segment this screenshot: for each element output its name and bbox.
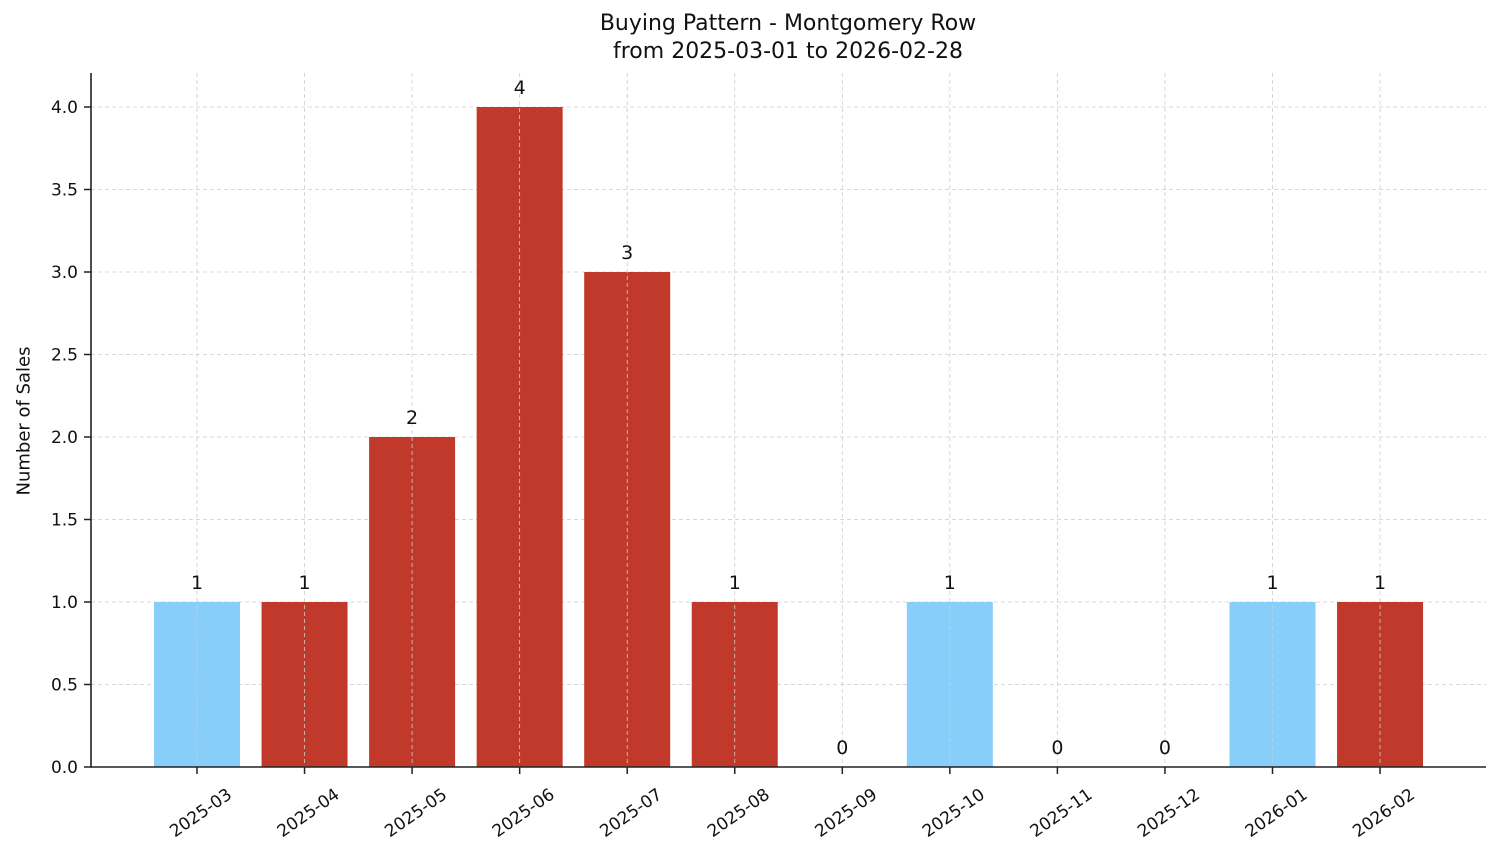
y-tick-label: 0.0 — [51, 758, 78, 778]
bar-value-label: 3 — [621, 242, 633, 264]
vertical-grid-lines — [196, 73, 1381, 767]
x-tick-label: 2025-08 — [704, 785, 774, 842]
chart-subtitle: from 2025-03-01 to 2026-02-28 — [613, 39, 963, 64]
x-tick-label: 2025-07 — [596, 785, 666, 842]
bar-value-label: 1 — [729, 572, 741, 594]
x-tick-label: 2025-12 — [1134, 785, 1204, 842]
bar-value-label: 4 — [514, 77, 526, 99]
bar-value-label: 1 — [1266, 572, 1278, 594]
chart-title: Buying Pattern - Montgomery Row from 202… — [0, 10, 1501, 66]
x-tick-label: 2025-10 — [919, 785, 989, 842]
y-tick-label: 4.0 — [51, 98, 78, 118]
x-tick-label: 2025-06 — [489, 785, 559, 842]
x-tick-label: 2025-09 — [812, 785, 882, 842]
y-tick-label: 1.5 — [51, 511, 78, 531]
bar-value-label: 0 — [1159, 737, 1171, 759]
x-tick-label: 2025-05 — [381, 785, 451, 842]
bar-value-label: 0 — [1051, 737, 1063, 759]
x-axis-ticks: 2025-03 2025-04 2025-05 2025-06 2025-07 2025-… — [166, 767, 1419, 842]
x-tick-label: 2026-02 — [1349, 785, 1419, 842]
x-tick-label: 2026-01 — [1242, 785, 1312, 842]
y-axis-ticks: 0.0 0.5 1.0 1.5 2.0 2.5 3.0 3.5 4.0 — [51, 98, 91, 778]
x-tick-label: 2025-04 — [274, 785, 344, 842]
y-tick-label: 2.5 — [51, 346, 78, 366]
x-tick-label: 2025-03 — [166, 785, 236, 842]
y-tick-label: 1.0 — [51, 593, 78, 613]
bar-value-label: 1 — [944, 572, 956, 594]
bar-value-label: 1 — [299, 572, 311, 594]
x-tick-label: 2025-11 — [1027, 785, 1097, 842]
bar-value-label: 0 — [836, 737, 848, 759]
y-tick-label: 2.0 — [51, 428, 78, 448]
bar-value-label: 1 — [1374, 572, 1386, 594]
chart-title-main: Buying Pattern - Montgomery Row — [599, 11, 977, 36]
bar-value-labels: 1 1 2 4 3 1 0 1 0 0 1 1 — [191, 77, 1386, 759]
bar-value-label: 2 — [406, 407, 418, 429]
y-tick-label: 3.5 — [51, 181, 78, 201]
bar-value-label: 1 — [191, 572, 203, 594]
y-tick-label: 0.5 — [51, 676, 78, 696]
y-tick-label: 3.0 — [51, 263, 78, 283]
